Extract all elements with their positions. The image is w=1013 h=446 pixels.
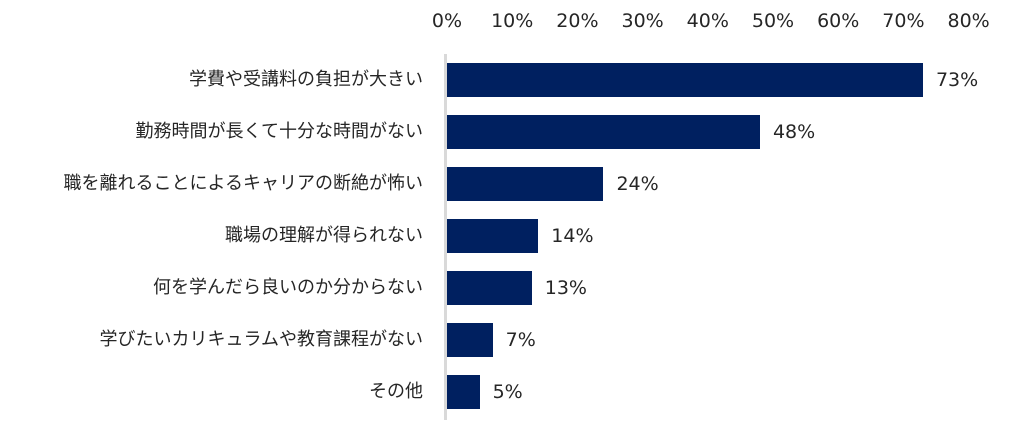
x-tick-label: 40% — [686, 10, 729, 32]
category-label: 学費や受講料の負担が大きい — [189, 69, 423, 90]
x-tick-label: 10% — [491, 10, 534, 32]
value-label: 24% — [616, 173, 659, 195]
category-label: 職を離れることによるキャリアの断絶が怖い — [63, 173, 423, 194]
x-tick-label: 80% — [947, 10, 990, 32]
category-label: 何を学んだら良いのか分からない — [153, 277, 423, 298]
value-label: 5% — [492, 381, 523, 403]
category-label: 勤務時間が長くて十分な時間がない — [135, 121, 423, 142]
bar — [447, 115, 760, 149]
bar — [447, 375, 480, 409]
bar — [447, 63, 923, 97]
bar — [447, 271, 532, 305]
category-label: その他 — [369, 381, 423, 402]
bar — [447, 167, 604, 201]
category-label: 学びたいカリキュラムや教育課程がない — [99, 329, 423, 350]
x-tick-label: 30% — [621, 10, 664, 32]
bar — [447, 219, 539, 253]
category-label: 職場の理解が得られない — [225, 225, 423, 246]
x-tick-label: 0% — [431, 10, 463, 32]
x-tick-label: 20% — [556, 10, 599, 32]
x-tick-label: 50% — [751, 10, 795, 32]
value-label: 14% — [551, 225, 594, 247]
x-tick-label: 70% — [882, 10, 925, 32]
bar — [447, 323, 493, 357]
x-tick-label: 60% — [817, 10, 860, 32]
value-label: 7% — [505, 329, 536, 351]
value-label: 13% — [544, 277, 587, 299]
y-axis-line — [444, 54, 447, 420]
value-label: 73% — [935, 69, 979, 91]
value-label: 48% — [772, 121, 816, 143]
